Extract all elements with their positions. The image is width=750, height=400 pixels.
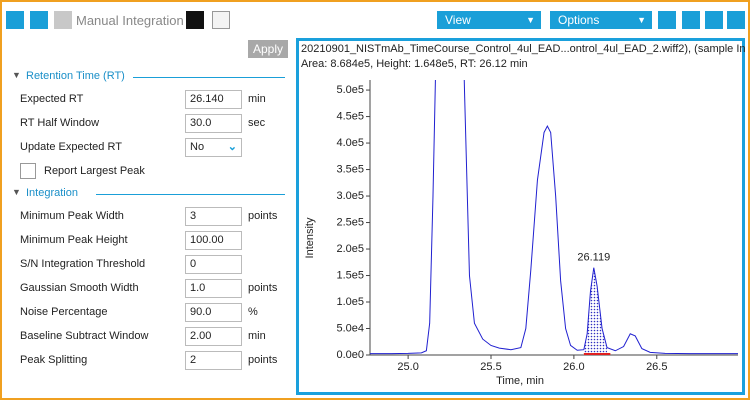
- text-input[interactable]: 3: [185, 207, 242, 226]
- text-input[interactable]: 2.00: [185, 327, 242, 346]
- text-input[interactable]: 30.0: [185, 114, 242, 133]
- field-unit: %: [248, 306, 258, 318]
- section-title: Integration: [26, 187, 78, 199]
- field-unit: points: [248, 282, 278, 294]
- field-unit: min: [248, 93, 266, 105]
- toolbar-icon[interactable]: [6, 11, 24, 29]
- chart-subtitle: Area: 8.684e5, Height: 1.648e5, RT: 26.1…: [301, 58, 528, 70]
- field-label: Baseline Subtract Window: [20, 330, 149, 342]
- chart-frame: [296, 38, 745, 395]
- options-label: Options: [558, 13, 600, 27]
- field-unit: sec: [248, 117, 266, 129]
- text-input[interactable]: 100.00: [185, 231, 242, 250]
- x-tick-label: 26.5: [646, 361, 667, 373]
- apply-button[interactable]: Apply: [248, 40, 288, 58]
- field-label: Minimum Peak Width: [20, 210, 124, 222]
- text-input[interactable]: 0: [185, 255, 242, 274]
- field-label: RT Half Window: [20, 117, 100, 129]
- y-tick-label: 3.5e5: [336, 163, 364, 175]
- section-toggle[interactable]: ▼: [12, 70, 21, 80]
- text-input[interactable]: 1.0: [185, 279, 242, 298]
- x-axis-label: Time, min: [496, 375, 544, 387]
- toolbar-icon[interactable]: [682, 11, 700, 29]
- section-title: Retention Time (RT): [26, 70, 125, 82]
- y-tick-label: 2.0e5: [336, 243, 364, 255]
- field-label: Peak Splitting: [20, 354, 88, 366]
- chevron: ⌄: [227, 141, 237, 153]
- toolbar-title: Manual Integration: [76, 13, 184, 28]
- checkbox-label: Report Largest Peak: [44, 165, 145, 177]
- field-label: Minimum Peak Height: [20, 234, 128, 246]
- field-unit: points: [248, 354, 278, 366]
- y-tick-label: 0.0e0: [336, 349, 364, 361]
- text-input[interactable]: 2: [185, 351, 242, 370]
- section-rule: [96, 194, 285, 195]
- toolbar-icon[interactable]: [658, 11, 676, 29]
- section-toggle[interactable]: ▼: [12, 187, 21, 197]
- field-label: Update Expected RT: [20, 141, 122, 153]
- toolbar-icon[interactable]: [727, 11, 745, 29]
- x-tick-label: 25.0: [397, 361, 418, 373]
- checkbox[interactable]: [20, 163, 36, 179]
- y-tick-label: 2.5e5: [336, 216, 364, 228]
- toolbar-icon[interactable]: [705, 11, 723, 29]
- y-tick-label: 1.5e5: [336, 269, 364, 281]
- chart-title: 20210901_NISTmAb_TimeCourse_Control_4ul_…: [301, 43, 745, 55]
- y-tick-label: 1.0e5: [336, 296, 364, 308]
- y-tick-label: 5.0e5: [336, 84, 364, 96]
- text-input[interactable]: 26.140: [185, 90, 242, 109]
- field-label: S/N Integration Threshold: [20, 258, 146, 270]
- dropdown[interactable]: No ⌄: [185, 138, 242, 157]
- section-rule: [133, 77, 285, 78]
- field-label: Noise Percentage: [20, 306, 108, 318]
- integrated-area: [583, 267, 608, 355]
- field-label: Gaussian Smooth Width: [20, 282, 139, 294]
- toolbar-icon[interactable]: [186, 11, 204, 29]
- options-dropdown[interactable]: Options ▼: [550, 11, 652, 29]
- y-tick-label: 3.0e5: [336, 190, 364, 202]
- view-dropdown[interactable]: View ▼: [437, 11, 541, 29]
- plot-area: [370, 80, 738, 355]
- toolbar-icon[interactable]: [54, 11, 72, 29]
- toolbar-icon[interactable]: [212, 11, 230, 29]
- x-tick-label: 25.5: [480, 361, 501, 373]
- y-tick-label: 4.5e5: [336, 110, 364, 122]
- y-axis-label: Intensity: [304, 217, 316, 258]
- y-tick-label: 5.0e4: [336, 322, 364, 334]
- y-tick-label: 4.0e5: [336, 137, 364, 149]
- peak-label: 26.119: [577, 252, 610, 264]
- chevron: ▼: [526, 15, 535, 25]
- chevron: ▼: [637, 15, 646, 25]
- x-tick-label: 26.0: [563, 361, 584, 373]
- chart: 20210901_NISTmAb_TimeCourse_Control_4ul_…: [301, 43, 745, 387]
- text-input[interactable]: 90.0: [185, 303, 242, 322]
- toolbar-icon[interactable]: [30, 11, 48, 29]
- field-unit: points: [248, 210, 278, 222]
- view-label: View: [445, 13, 471, 27]
- field-label: Expected RT: [20, 93, 84, 105]
- chromatogram-line: [370, 80, 738, 355]
- field-unit: min: [248, 330, 266, 342]
